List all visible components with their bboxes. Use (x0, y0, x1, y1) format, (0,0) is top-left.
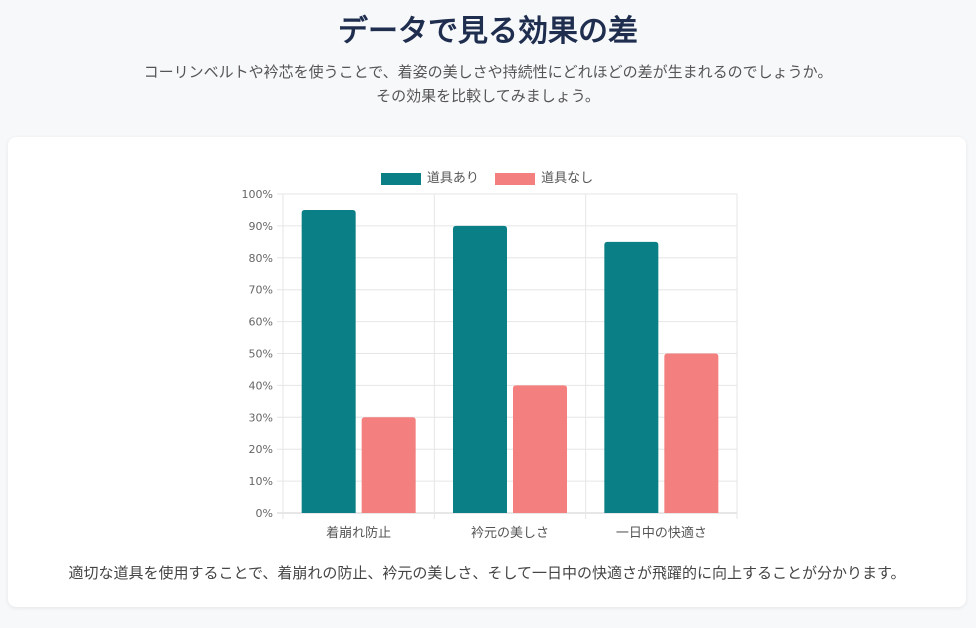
y-tick-label: 30% (249, 411, 273, 424)
chart-caption: 適切な道具を使用することで、着崩れの防止、衿元の美しさ、そして一日中の快適さが飛… (68, 564, 906, 582)
page-title: データで見る効果の差 (338, 14, 638, 49)
x-tick-label: 一日中の快適さ (616, 525, 707, 541)
bar-without-tools-0 (361, 417, 416, 513)
legend-label-without-tools: 道具なし (541, 171, 594, 186)
y-tick-label: 50% (249, 348, 273, 361)
page-subtitle: コーリンベルトや衿芯を使うことで、着姿の美しさや持続性にどれほどの差が生まれるの… (143, 63, 833, 105)
bar-with-tools-1 (453, 225, 507, 513)
bar-with-tools-2 (604, 241, 659, 513)
y-tick-label: 40% (249, 379, 273, 392)
chart-legend: 道具あり 道具なし (8, 167, 966, 186)
legend-item-without-tools[interactable]: 道具なし (495, 167, 593, 186)
y-tick-label: 100% (242, 188, 273, 201)
bar-with-tools-0 (301, 209, 356, 513)
legend-swatch-without-tools (495, 172, 536, 185)
legend-item-with-tools[interactable]: 道具あり (380, 167, 479, 186)
legend-swatch-with-tools (380, 172, 421, 185)
y-tick-label: 20% (249, 443, 273, 456)
bar-chart: 0% 10% 20% 30% 40% 50% 60% 70% 80% 90% 100% 着崩れ防止 衿元… (242, 188, 738, 541)
header: データで見る効果の差 コーリンベルトや衿芯を使うことで、着姿の美しさや持続性にど… (0, 12, 976, 108)
chart-card: 道具あり 道具なし 0% 10% 20% 30% 40% 50% 60% 70% 80% 90% 1… (8, 137, 966, 607)
x-tick-label: 着崩れ防止 (326, 525, 391, 541)
y-tick-label: 90% (249, 220, 273, 233)
legend-label-with-tools: 道具あり (426, 171, 479, 186)
y-tick-label: 0% (256, 507, 273, 520)
y-tick-label: 60% (249, 316, 273, 329)
y-tick-label: 70% (249, 284, 273, 297)
y-tick-label: 10% (249, 475, 273, 488)
bar-without-tools-2 (664, 353, 719, 513)
x-tick-label: 衿元の美しさ (471, 526, 549, 541)
y-tick-label: 80% (249, 252, 273, 265)
bar-without-tools-1 (513, 385, 567, 513)
